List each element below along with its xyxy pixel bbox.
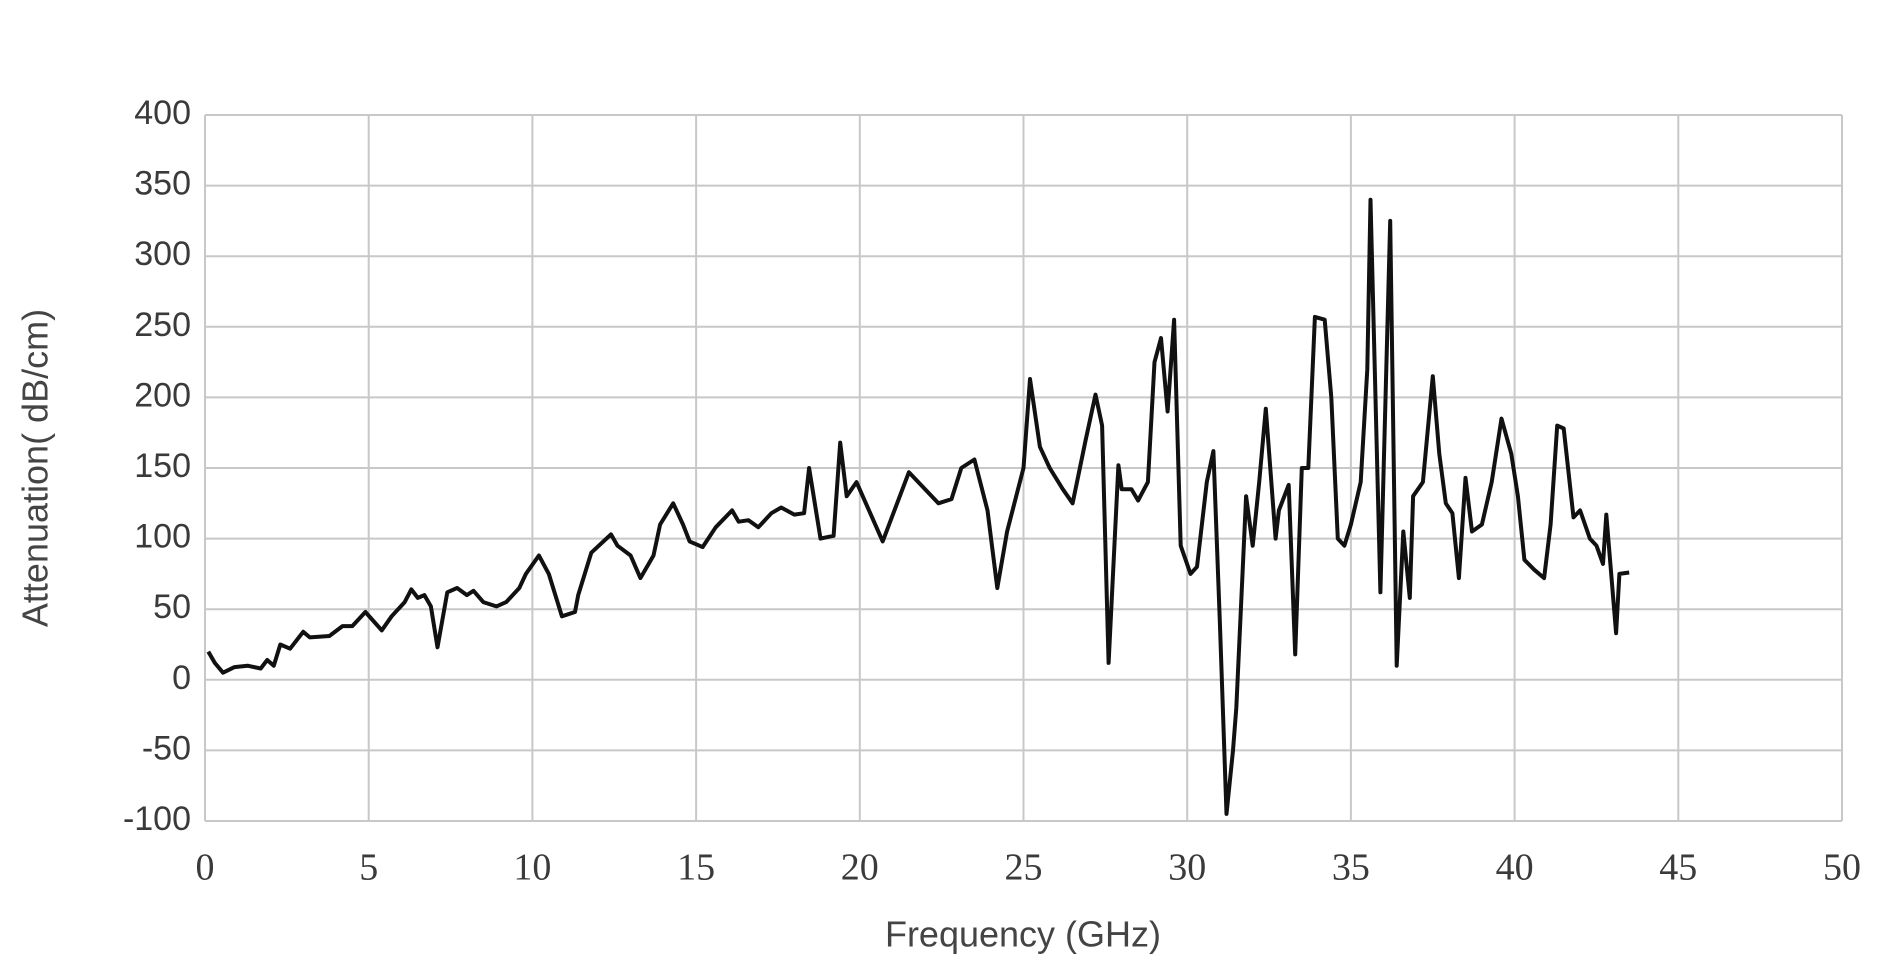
y-tick-label: 0: [172, 659, 191, 697]
x-tick-label: 5: [359, 847, 378, 889]
x-tick-label: 30: [1168, 847, 1206, 889]
y-tick-label: 400: [134, 94, 191, 132]
y-tick-label: -50: [142, 729, 191, 767]
y-tick-label: 200: [134, 376, 191, 414]
y-axis-label: Attenuation( dB/cm): [15, 309, 56, 627]
y-tick-label: 50: [153, 588, 191, 626]
x-tick-label: 20: [841, 847, 879, 889]
x-tick-label: 35: [1332, 847, 1370, 889]
x-tick-label: 50: [1823, 847, 1861, 889]
y-tick-label: 100: [134, 518, 191, 556]
x-axis-label: Frequency (GHz): [885, 914, 1161, 955]
y-tick-label: 300: [134, 235, 191, 273]
y-tick-label: 250: [134, 306, 191, 344]
x-tick-label: 10: [513, 847, 551, 889]
x-tick-label: 45: [1659, 847, 1697, 889]
y-tick-label: 350: [134, 165, 191, 203]
x-tick-label: 25: [1005, 847, 1043, 889]
y-tick-label: -100: [123, 800, 191, 838]
y-tick-label: 150: [134, 447, 191, 485]
x-tick-label: 0: [196, 847, 215, 889]
x-tick-label: 15: [677, 847, 715, 889]
x-tick-label: 40: [1496, 847, 1534, 889]
data-line: [206, 197, 1630, 816]
